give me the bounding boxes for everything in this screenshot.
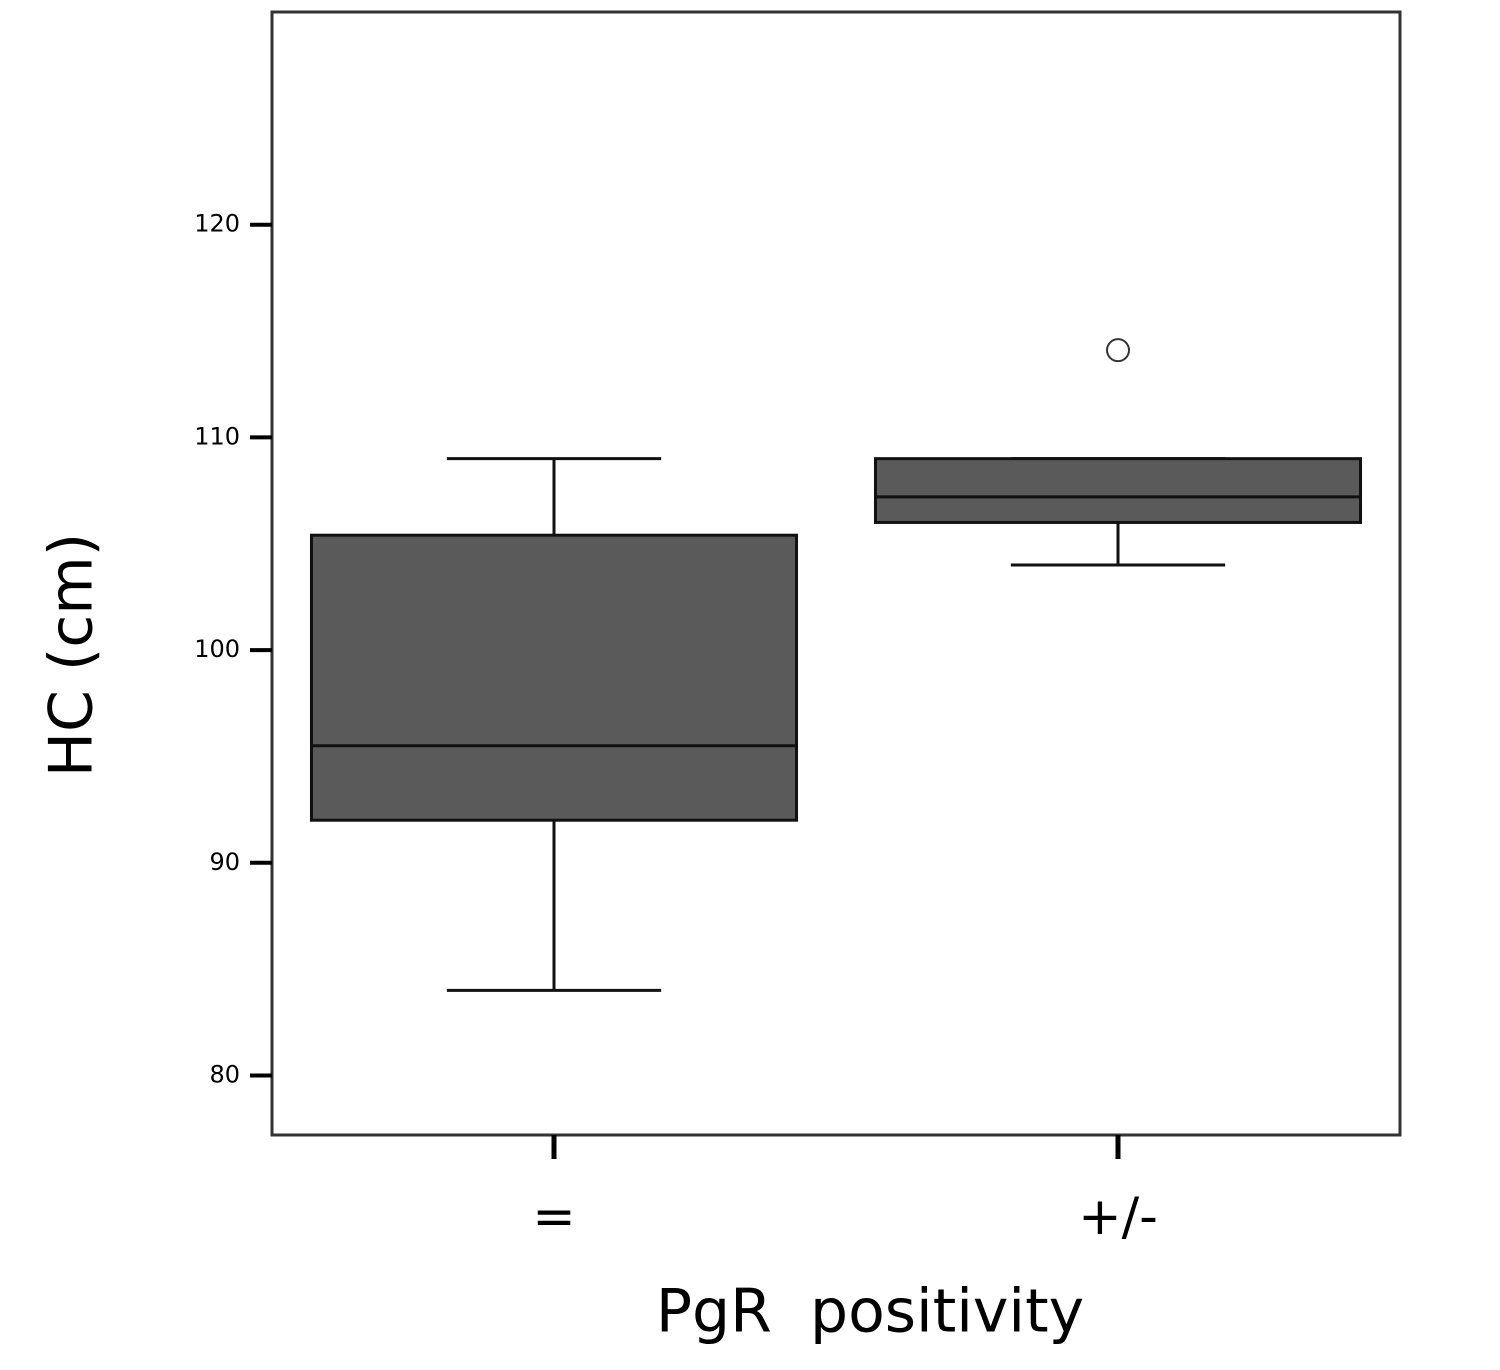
x-axis-label: PgR positivity xyxy=(656,1277,1084,1347)
y-tick-label: 90 xyxy=(209,848,240,876)
y-tick-label: 120 xyxy=(194,210,240,238)
outlier xyxy=(1106,338,1130,363)
y-tick-label: 80 xyxy=(209,1060,240,1088)
x-tick-label: = xyxy=(532,1187,576,1247)
y-axis-label: HC (cm) xyxy=(37,533,107,777)
plot-frame xyxy=(270,10,1402,1137)
y-tick-label: 100 xyxy=(194,635,240,663)
box xyxy=(873,457,1363,524)
y-tick-label: 110 xyxy=(194,422,240,450)
x-tick-label: +/- xyxy=(1078,1187,1158,1247)
box xyxy=(309,533,799,822)
